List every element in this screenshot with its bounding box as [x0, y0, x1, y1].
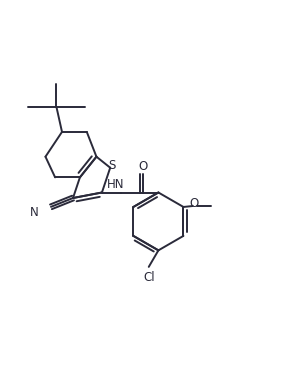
Text: HN: HN [107, 178, 124, 191]
Text: O: O [190, 197, 199, 210]
Text: N: N [30, 206, 39, 219]
Text: O: O [139, 160, 148, 173]
Text: Cl: Cl [143, 271, 155, 284]
Text: S: S [109, 159, 116, 172]
